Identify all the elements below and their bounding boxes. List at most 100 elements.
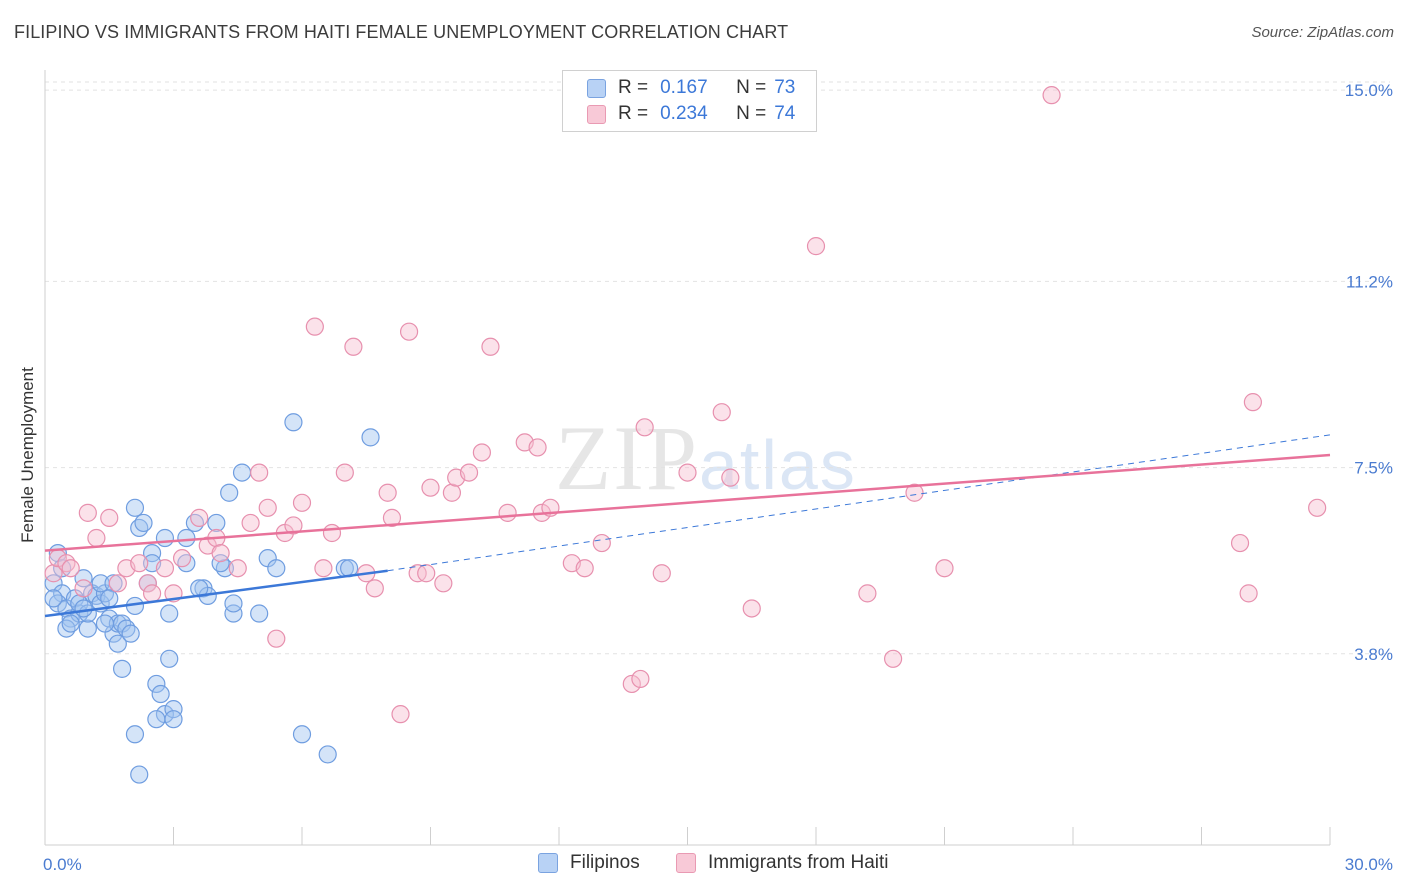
point-haiti xyxy=(421,478,440,497)
point-haiti xyxy=(575,559,594,578)
point-filipinos xyxy=(44,589,63,608)
legend-swatch-haiti xyxy=(676,853,696,873)
point-haiti xyxy=(858,584,877,603)
correlation-legend: R = 0.167 N = 73 R = 0.234 N = 74 xyxy=(562,70,817,132)
point-haiti xyxy=(378,483,397,502)
legend-label-haiti: Immigrants from Haiti xyxy=(708,852,889,873)
point-filipinos xyxy=(318,745,337,764)
legend-swatch-filipinos xyxy=(538,853,558,873)
trend-line-filipinos xyxy=(44,569,388,618)
legend-r-label: R = xyxy=(618,77,649,98)
point-haiti xyxy=(652,564,671,583)
point-filipinos xyxy=(267,559,286,578)
point-haiti xyxy=(742,599,761,618)
point-filipinos xyxy=(74,569,93,588)
legend-n-value: 73 xyxy=(774,77,796,98)
y-tick-label: 3.8% xyxy=(1354,645,1393,664)
point-haiti xyxy=(284,516,303,535)
point-filipinos xyxy=(207,513,226,533)
point-filipinos xyxy=(284,413,303,432)
point-haiti xyxy=(712,403,731,422)
point-haiti xyxy=(442,483,462,502)
y-tick-label: 7.5% xyxy=(1354,459,1393,478)
point-haiti xyxy=(228,559,247,578)
legend-row-haiti: R = 0.234 N = 74 xyxy=(587,102,795,126)
point-filipinos xyxy=(361,428,380,447)
point-filipinos xyxy=(155,705,175,724)
point-haiti xyxy=(459,463,479,482)
point-filipinos xyxy=(220,483,239,502)
point-haiti xyxy=(905,483,924,502)
legend-label-filipinos: Filipinos xyxy=(570,852,640,873)
point-haiti xyxy=(305,317,324,336)
y-tick-label: 11.2% xyxy=(1346,272,1393,291)
point-filipinos xyxy=(112,659,132,678)
point-haiti xyxy=(721,468,740,487)
point-filipinos xyxy=(108,614,127,633)
point-haiti xyxy=(138,574,157,593)
x-tick-label: 30.0% xyxy=(1345,855,1393,874)
point-haiti xyxy=(314,559,333,578)
point-filipinos xyxy=(232,463,252,482)
point-haiti xyxy=(172,549,192,568)
point-filipinos xyxy=(108,634,127,653)
point-haiti xyxy=(592,533,611,553)
legend-n-value: 74 xyxy=(774,103,796,124)
point-filipinos xyxy=(160,604,179,623)
point-filipinos xyxy=(224,604,243,623)
point-haiti xyxy=(1042,86,1061,105)
point-haiti xyxy=(678,463,697,482)
x-tick-label: 0.0% xyxy=(43,855,82,874)
point-haiti xyxy=(44,564,63,583)
y-tick-label: 15.0% xyxy=(1345,81,1393,100)
legend-n-label: N = xyxy=(736,77,767,98)
watermark-sub: atlas xyxy=(699,426,857,504)
point-filipinos xyxy=(61,614,80,633)
point-haiti xyxy=(142,584,162,603)
point-filipinos xyxy=(151,684,170,704)
point-haiti xyxy=(87,528,106,548)
point-haiti xyxy=(883,649,903,668)
point-haiti xyxy=(622,674,641,694)
trend-extension-filipinos xyxy=(387,434,1331,572)
point-haiti xyxy=(190,508,209,527)
point-filipinos xyxy=(78,619,97,638)
point-filipinos xyxy=(224,594,243,613)
point-haiti xyxy=(1308,498,1327,517)
point-filipinos xyxy=(121,624,140,643)
point-haiti xyxy=(1239,584,1258,603)
point-filipinos xyxy=(164,700,183,719)
point-filipinos xyxy=(100,589,119,608)
trend-line-haiti xyxy=(44,453,1331,552)
point-haiti xyxy=(74,579,93,598)
legend-r-label: R = xyxy=(618,103,649,124)
watermark: ZIPatlas xyxy=(555,405,857,511)
source-label: Source: ZipAtlas.com xyxy=(1251,24,1394,41)
point-filipinos xyxy=(177,528,196,548)
point-filipinos xyxy=(74,599,93,618)
point-haiti xyxy=(382,508,402,527)
point-filipinos xyxy=(142,544,162,563)
point-filipinos xyxy=(125,725,145,744)
point-haiti xyxy=(292,493,312,512)
point-haiti xyxy=(417,564,436,583)
point-haiti xyxy=(631,669,650,689)
legend-item-filipinos[interactable]: Filipinos xyxy=(538,852,640,874)
point-haiti xyxy=(335,463,354,482)
point-haiti xyxy=(130,554,149,573)
point-haiti xyxy=(528,438,547,457)
legend-row-filipinos: R = 0.167 N = 73 xyxy=(587,76,795,100)
legend-item-haiti[interactable]: Immigrants from Haiti xyxy=(676,852,889,874)
point-filipinos xyxy=(250,604,269,623)
point-haiti xyxy=(365,579,384,598)
watermark-main: ZIP xyxy=(555,407,699,509)
point-filipinos xyxy=(211,554,230,573)
point-filipinos xyxy=(164,710,183,729)
point-haiti xyxy=(1243,393,1263,412)
point-haiti xyxy=(61,559,80,578)
point-filipinos xyxy=(155,528,175,548)
chart-title: FILIPINO VS IMMIGRANTS FROM HAITI FEMALE… xyxy=(14,22,789,42)
point-filipinos xyxy=(147,674,166,694)
point-haiti xyxy=(78,503,97,522)
